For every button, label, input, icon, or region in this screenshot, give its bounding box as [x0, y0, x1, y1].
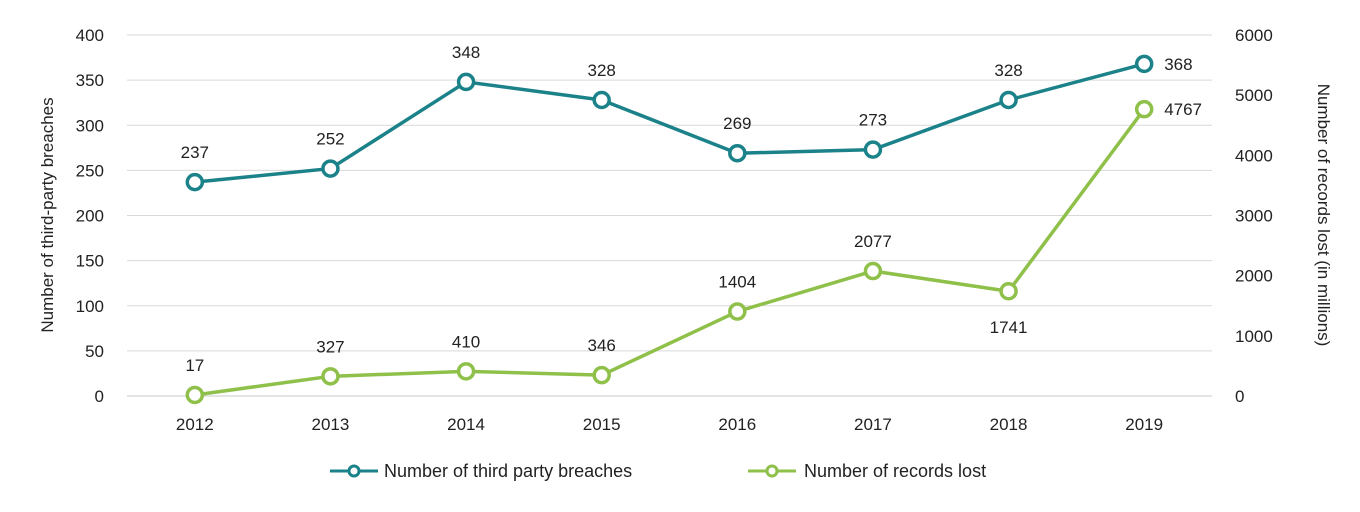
legend-label-records: Number of records lost [804, 461, 986, 481]
left-tick-label: 0 [95, 387, 104, 406]
left-axis-title: Number of third-party breaches [38, 97, 57, 332]
data-label: 327 [316, 337, 344, 356]
data-point[interactable] [999, 90, 1018, 110]
legend-marker-breaches [347, 464, 361, 478]
data-point[interactable] [728, 302, 747, 321]
data-label: 410 [452, 332, 480, 351]
data-label: 273 [859, 111, 887, 130]
series-line [194, 108, 1146, 397]
data-label: 1741 [990, 318, 1028, 337]
data-point[interactable] [321, 367, 340, 386]
right-axis-title: Number of records lost (in millions) [1314, 84, 1333, 347]
data-point[interactable] [185, 385, 205, 405]
legend-item-records[interactable]: Number of records lost [748, 461, 986, 481]
right-tick-label: 3000 [1235, 207, 1273, 226]
data-point[interactable] [1134, 54, 1154, 74]
left-tick-label: 350 [76, 71, 104, 90]
left-tick-label: 100 [76, 297, 104, 316]
x-tick-label: 2016 [718, 415, 756, 434]
left-tick-label: 150 [76, 252, 104, 271]
data-point[interactable] [863, 261, 883, 281]
data-point[interactable] [456, 362, 476, 381]
left-tick-label: 400 [76, 26, 104, 45]
data-label: 368 [1164, 55, 1192, 74]
data-point[interactable] [592, 90, 611, 110]
left-tick-label: 300 [76, 116, 104, 135]
x-tick-label: 2019 [1125, 415, 1163, 434]
data-label: 348 [452, 43, 480, 62]
right-tick-label: 0 [1235, 387, 1244, 406]
left-tick-label: 50 [85, 342, 104, 361]
series-layer: 237 252 348 328 269 273 328 368 17 327 410 346 1404 2… [181, 43, 1202, 405]
x-axis: 2012 2013 2014 2015 2016 2017 2018 2019 [176, 415, 1163, 434]
x-tick-label: 2018 [990, 415, 1028, 434]
data-label: 269 [723, 114, 751, 133]
data-label: 17 [185, 356, 204, 375]
data-point[interactable] [999, 281, 1018, 301]
right-tick-label: 6000 [1235, 26, 1273, 45]
right-tick-label: 5000 [1235, 86, 1273, 105]
right-tick-label: 1000 [1235, 327, 1273, 346]
right-tick-label: 4000 [1235, 146, 1273, 165]
x-tick-label: 2012 [176, 415, 214, 434]
legend: Number of third party breaches Number of… [330, 461, 986, 481]
data-label: 1404 [718, 273, 756, 292]
right-tick-label: 2000 [1235, 267, 1273, 286]
right-axis: 0 1000 2000 3000 4000 5000 6000 [1235, 26, 1273, 406]
series-1: 17 327 410 346 1404 2077 1741 4767 [185, 99, 1202, 405]
data-point[interactable] [863, 140, 883, 159]
left-tick-label: 250 [76, 161, 104, 180]
x-tick-label: 2013 [312, 415, 350, 434]
left-tick-label: 200 [76, 207, 104, 226]
x-tick-label: 2017 [854, 415, 892, 434]
data-point[interactable] [185, 172, 205, 192]
legend-label-breaches: Number of third party breaches [384, 461, 632, 481]
data-label: 328 [588, 61, 616, 80]
data-label: 4767 [1164, 100, 1202, 119]
data-label: 328 [994, 61, 1022, 80]
legend-marker-records [765, 464, 779, 478]
data-label: 346 [588, 336, 616, 355]
series-line [194, 62, 1145, 184]
data-label: 252 [316, 130, 344, 149]
data-point[interactable] [321, 159, 340, 178]
series-0: 237 252 348 328 269 273 328 368 [181, 43, 1193, 192]
x-tick-label: 2015 [583, 415, 621, 434]
x-tick-label: 2014 [447, 415, 485, 434]
data-label: 2077 [854, 232, 892, 251]
data-label: 237 [181, 143, 209, 162]
data-point[interactable] [592, 365, 611, 385]
left-axis: 0 50 100 150 200 250 300 350 400 [76, 26, 104, 406]
legend-item-breaches[interactable]: Number of third party breaches [330, 461, 632, 481]
data-point[interactable] [1134, 99, 1154, 119]
data-point[interactable] [456, 72, 476, 92]
data-point[interactable] [728, 143, 747, 163]
